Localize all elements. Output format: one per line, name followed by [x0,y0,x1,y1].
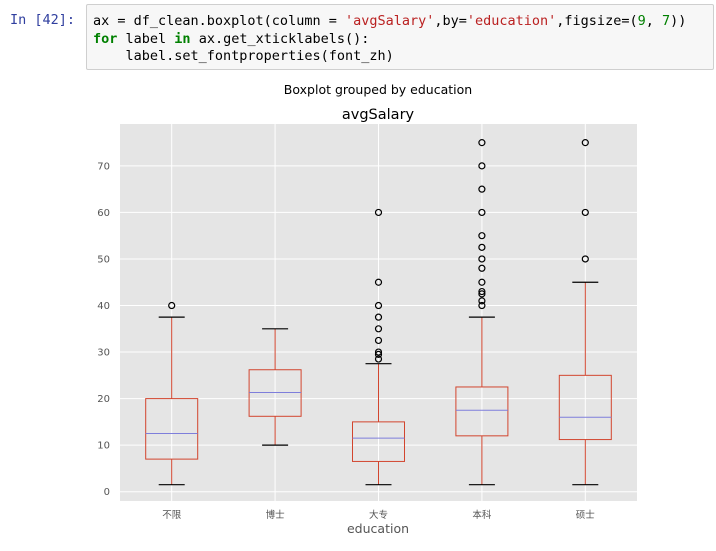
outlier-point [168,301,176,310]
outlier-point [478,243,486,251]
outlier-point [478,139,486,147]
box [352,421,405,462]
box-group [248,328,302,446]
code-line: label.set_fontproperties(font_zh) [93,48,713,66]
code-token: ax.get_xticklabels(): [190,30,370,47]
box-group [352,208,405,486]
y-tick-label: 60 [97,208,110,219]
code-cell-input[interactable]: ax = df_clean.boxplot(column = 'avgSalar… [86,4,714,70]
x-tick-label: 硕士 [576,509,596,521]
outlier-point [478,264,486,272]
outlier-point [374,350,383,358]
cell-output: Boxplot grouped by education avgSalary 0 10… [0,76,716,551]
outlier-point [581,208,589,217]
cell-prompt: In [42]: [10,12,76,28]
outlier-point [374,336,383,345]
y-tick-label: 70 [97,161,110,172]
code-token: 'avgSalary' [344,13,435,29]
boxplot-chart: Boxplot grouped by education avgSalary 0 10… [97,82,637,536]
code-token: )) [670,13,687,29]
y-tick-label: 40 [97,301,110,312]
box-group [558,139,612,486]
box-group [145,301,199,486]
outlier-point [478,162,486,170]
outlier-point [478,297,486,305]
chart-suptitle: Boxplot grouped by education [284,82,472,97]
code-token: 9 [637,13,646,29]
outlier-point [478,287,486,296]
x-tick-label: 本科 [472,509,492,521]
x-axis-label: education [347,521,409,536]
outlier-point [374,355,383,363]
x-tick-label: 博士 [266,509,286,521]
code-token: 7 [661,13,671,29]
outlier-point [581,255,589,263]
outlier-point [374,301,383,310]
code-line: for label in ax.get_xticklabels(): [93,31,713,49]
outlier-point [478,301,486,310]
x-tick-label: 大专 [369,509,388,521]
code-line: ax = df_clean.boxplot(column = 'avgSalar… [93,13,713,31]
y-tick-label: 50 [97,254,110,265]
outlier-point [374,278,383,286]
code-token: label.set_fontproperties(font_zh) [93,48,394,64]
chart-title: avgSalary [342,107,415,123]
outlier-point [478,208,486,217]
code-token: 'education' [466,13,557,29]
code-token: in [174,30,191,47]
outlier-point [478,290,486,298]
outlier-point [478,278,486,286]
outlier-point [478,255,486,263]
box [145,398,199,460]
outlier-point [374,348,383,356]
box [558,374,612,441]
outlier-point [374,325,383,333]
y-tick-label: 20 [97,394,110,405]
y-tick-label: 10 [97,441,110,452]
outlier-point [374,208,383,217]
outlier-point [478,185,486,193]
code-token: ,figsize=( [556,13,638,29]
code-token: label [117,30,175,47]
outlier-point [581,139,589,147]
outlier-point [478,232,486,240]
box [455,386,509,437]
y-tick-label: 30 [97,348,110,359]
code-token: , [645,13,662,29]
code-token: ax = df_clean.boxplot(column = [93,13,345,29]
y-tick-label: 0 [104,487,110,498]
code-token: ,by= [434,13,467,29]
outlier-point [374,313,383,321]
code-editor[interactable]: ax = df_clean.boxplot(column = 'avgSalar… [93,13,713,66]
code-token: for [93,30,118,47]
box-group [455,139,509,486]
x-tick-label: 不限 [162,510,182,521]
